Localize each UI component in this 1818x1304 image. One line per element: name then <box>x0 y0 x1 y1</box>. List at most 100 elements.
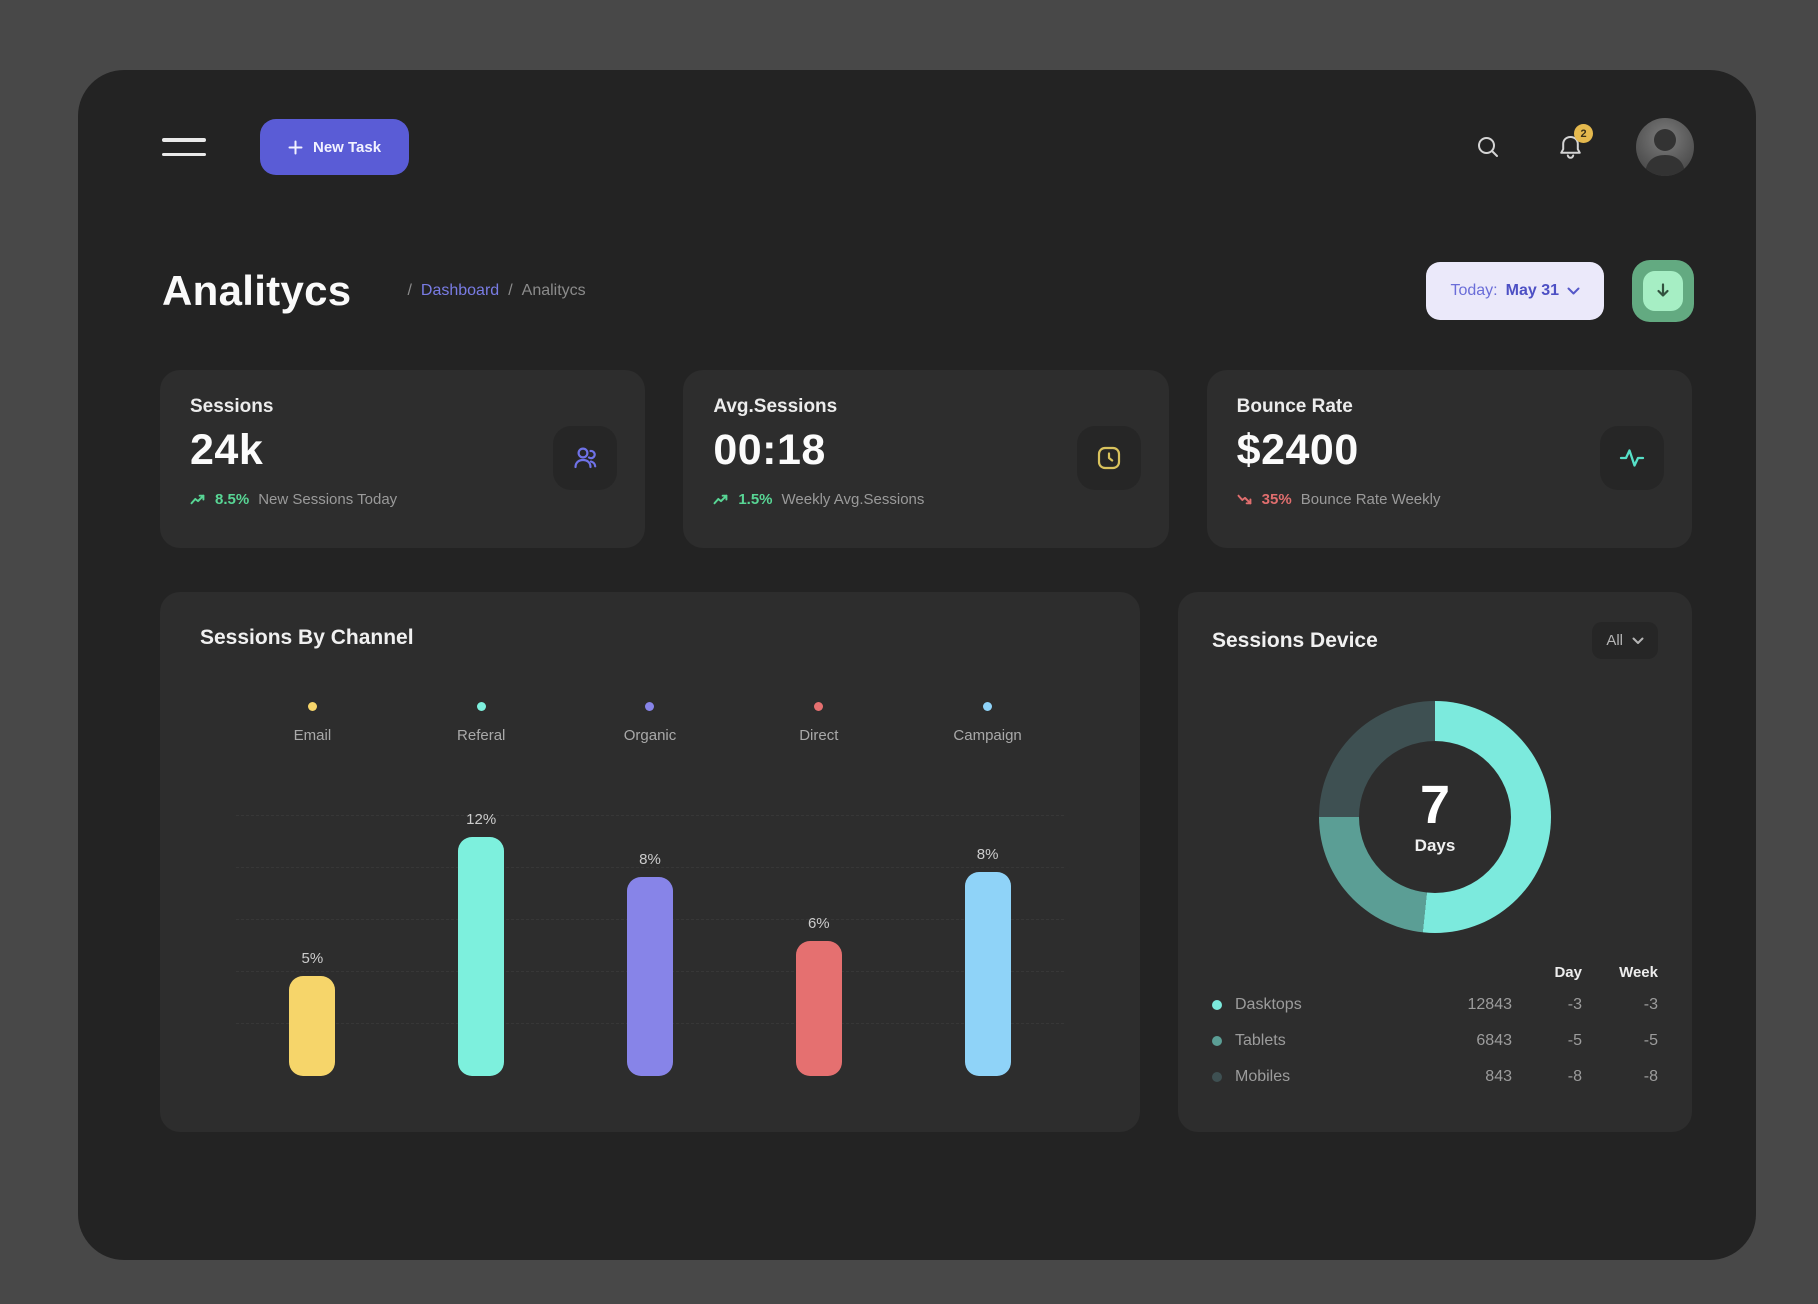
gridline <box>236 867 1064 868</box>
sessions-by-channel-card: Sessions By Channel Email Referal Organic D… <box>160 592 1140 1132</box>
device-week-change: -8 <box>1643 1068 1658 1085</box>
chevron-down-icon <box>1632 637 1644 644</box>
page-header: Analitycs / Dashboard / Analitycs Today:… <box>78 260 1756 322</box>
bar-column: 6% <box>734 770 903 1076</box>
activity-icon <box>1619 449 1645 467</box>
user-avatar[interactable] <box>1636 118 1694 176</box>
stat-icon-tile <box>1076 426 1141 490</box>
device-table-row: Mobiles 843 -8 -8 <box>1212 1059 1658 1095</box>
stat-card-sessions: Sessions 24k 8.5% New Sessions Today <box>160 370 646 548</box>
trend-value: 35% <box>1261 491 1292 508</box>
dashboard-window: New Task 2 Analitycs <box>78 70 1756 1260</box>
channel-bar <box>458 837 505 1076</box>
search-icon <box>1478 137 1498 157</box>
device-filter-dropdown[interactable]: All <box>1592 622 1658 659</box>
charts-row: Sessions By Channel Email Referal Organic D… <box>78 592 1756 1132</box>
week-column-header: Week <box>1619 963 1658 981</box>
new-task-button[interactable]: New Task <box>260 119 410 175</box>
channel-bar <box>626 877 673 1076</box>
device-filter-value: All <box>1606 632 1623 649</box>
channel-bar <box>795 941 842 1076</box>
legend-item: Organic <box>566 702 735 744</box>
legend-dot-icon <box>476 702 486 711</box>
legend-dot-icon <box>645 702 655 711</box>
stats-row: Sessions 24k 8.5% New Sessions Today Avg… <box>78 370 1756 548</box>
stat-trend: 8.5% New Sessions Today <box>190 491 615 508</box>
menu-icon[interactable] <box>162 138 206 156</box>
donut-center-value: 7 <box>1419 775 1451 835</box>
device-day-change: -3 <box>1567 996 1582 1013</box>
page-title: Analitycs <box>162 267 352 314</box>
channel-legend: Email Referal Organic Direct Campaign <box>200 702 1100 744</box>
legend-item: Direct <box>734 702 903 744</box>
channel-bar <box>964 872 1011 1076</box>
breadcrumb: / Dashboard / Analitycs <box>407 282 586 299</box>
channel-bar <box>289 976 336 1076</box>
bar-value-label: 8% <box>976 846 999 863</box>
date-filter-dropdown[interactable]: Today: May 31 <box>1426 262 1604 320</box>
trend-text: Weekly Avg.Sessions <box>781 491 925 508</box>
donut-center: 7 Days <box>1359 741 1511 893</box>
clock-icon <box>1097 446 1120 470</box>
trend-value: 8.5% <box>215 491 250 508</box>
trend-value: 1.5% <box>738 491 773 508</box>
bar-column: 8% <box>903 770 1072 1076</box>
stat-icon-tile <box>1599 426 1664 490</box>
chart-title: Sessions Device <box>1212 628 1378 652</box>
bar-column: 12% <box>397 770 566 1076</box>
notification-badge: 2 <box>1574 124 1593 143</box>
stat-value: 24k <box>190 426 264 474</box>
stat-value: 00:18 <box>713 426 826 474</box>
device-week-change: -3 <box>1643 996 1658 1013</box>
trend-up-icon <box>190 493 206 506</box>
gridline <box>236 815 1064 816</box>
legend-label: Referal <box>457 727 506 744</box>
stat-trend: 35% Bounce Rate Weekly <box>1237 491 1662 508</box>
legend-dot-icon <box>983 702 993 711</box>
device-table-header: Day Week <box>1212 957 1658 987</box>
person-silhouette-icon <box>1645 129 1685 176</box>
breadcrumb-current: Analitycs <box>521 282 586 299</box>
device-sessions: 843 <box>1485 1068 1512 1085</box>
device-name: Mobiles <box>1235 1068 1291 1085</box>
legend-label: Campaign <box>953 727 1022 744</box>
trend-up-icon <box>713 493 729 506</box>
legend-label: Email <box>293 727 332 744</box>
date-filter-value: May 31 <box>1505 282 1559 299</box>
chart-title: Sessions By Channel <box>200 626 414 649</box>
bar-value-label: 12% <box>466 811 497 828</box>
legend-label: Direct <box>799 727 839 744</box>
bar-value-label: 8% <box>639 851 661 868</box>
bar-column: 5% <box>228 770 397 1076</box>
bar-value-label: 6% <box>807 915 830 932</box>
stat-label: Sessions <box>190 396 274 417</box>
device-week-change: -5 <box>1643 1032 1658 1049</box>
legend-label: Organic <box>623 727 677 744</box>
search-button[interactable] <box>1475 134 1501 160</box>
download-icon <box>1643 271 1683 311</box>
device-table-row: Tablets 6843 -5 -5 <box>1212 1023 1658 1059</box>
chevron-down-icon <box>1567 287 1580 295</box>
sessions-device-card: Sessions Device All 7 Days Day <box>1178 592 1692 1132</box>
device-sessions: 6843 <box>1476 1032 1512 1049</box>
stat-value: $2400 <box>1236 426 1359 474</box>
device-table: Day Week Dasktops 12843 -3 -3 Tablets 6843 -5 -… <box>1212 957 1658 1095</box>
stat-label: Bounce Rate <box>1236 396 1353 417</box>
stat-icon-tile <box>553 426 618 490</box>
download-button[interactable] <box>1632 260 1694 322</box>
legend-dot-icon <box>814 702 824 711</box>
legend-item: Email <box>228 702 397 744</box>
channel-bar-plot: 5% 12% 8% 6% 8% <box>200 770 1100 1076</box>
device-dot-icon <box>1212 1072 1222 1082</box>
device-donut-chart: 7 Days <box>1319 701 1551 933</box>
bar-value-label: 5% <box>301 950 324 967</box>
stat-trend: 1.5% Weekly Avg.Sessions <box>713 491 1138 508</box>
legend-item: Referal <box>397 702 566 744</box>
breadcrumb-dashboard-link[interactable]: Dashboard <box>420 282 500 299</box>
device-day-change: -5 <box>1567 1032 1582 1049</box>
legend-dot-icon <box>307 702 317 711</box>
plus-icon <box>288 140 303 154</box>
stat-label: Avg.Sessions <box>713 396 838 417</box>
trend-down-icon <box>1237 493 1253 506</box>
device-dot-icon <box>1212 1036 1222 1046</box>
